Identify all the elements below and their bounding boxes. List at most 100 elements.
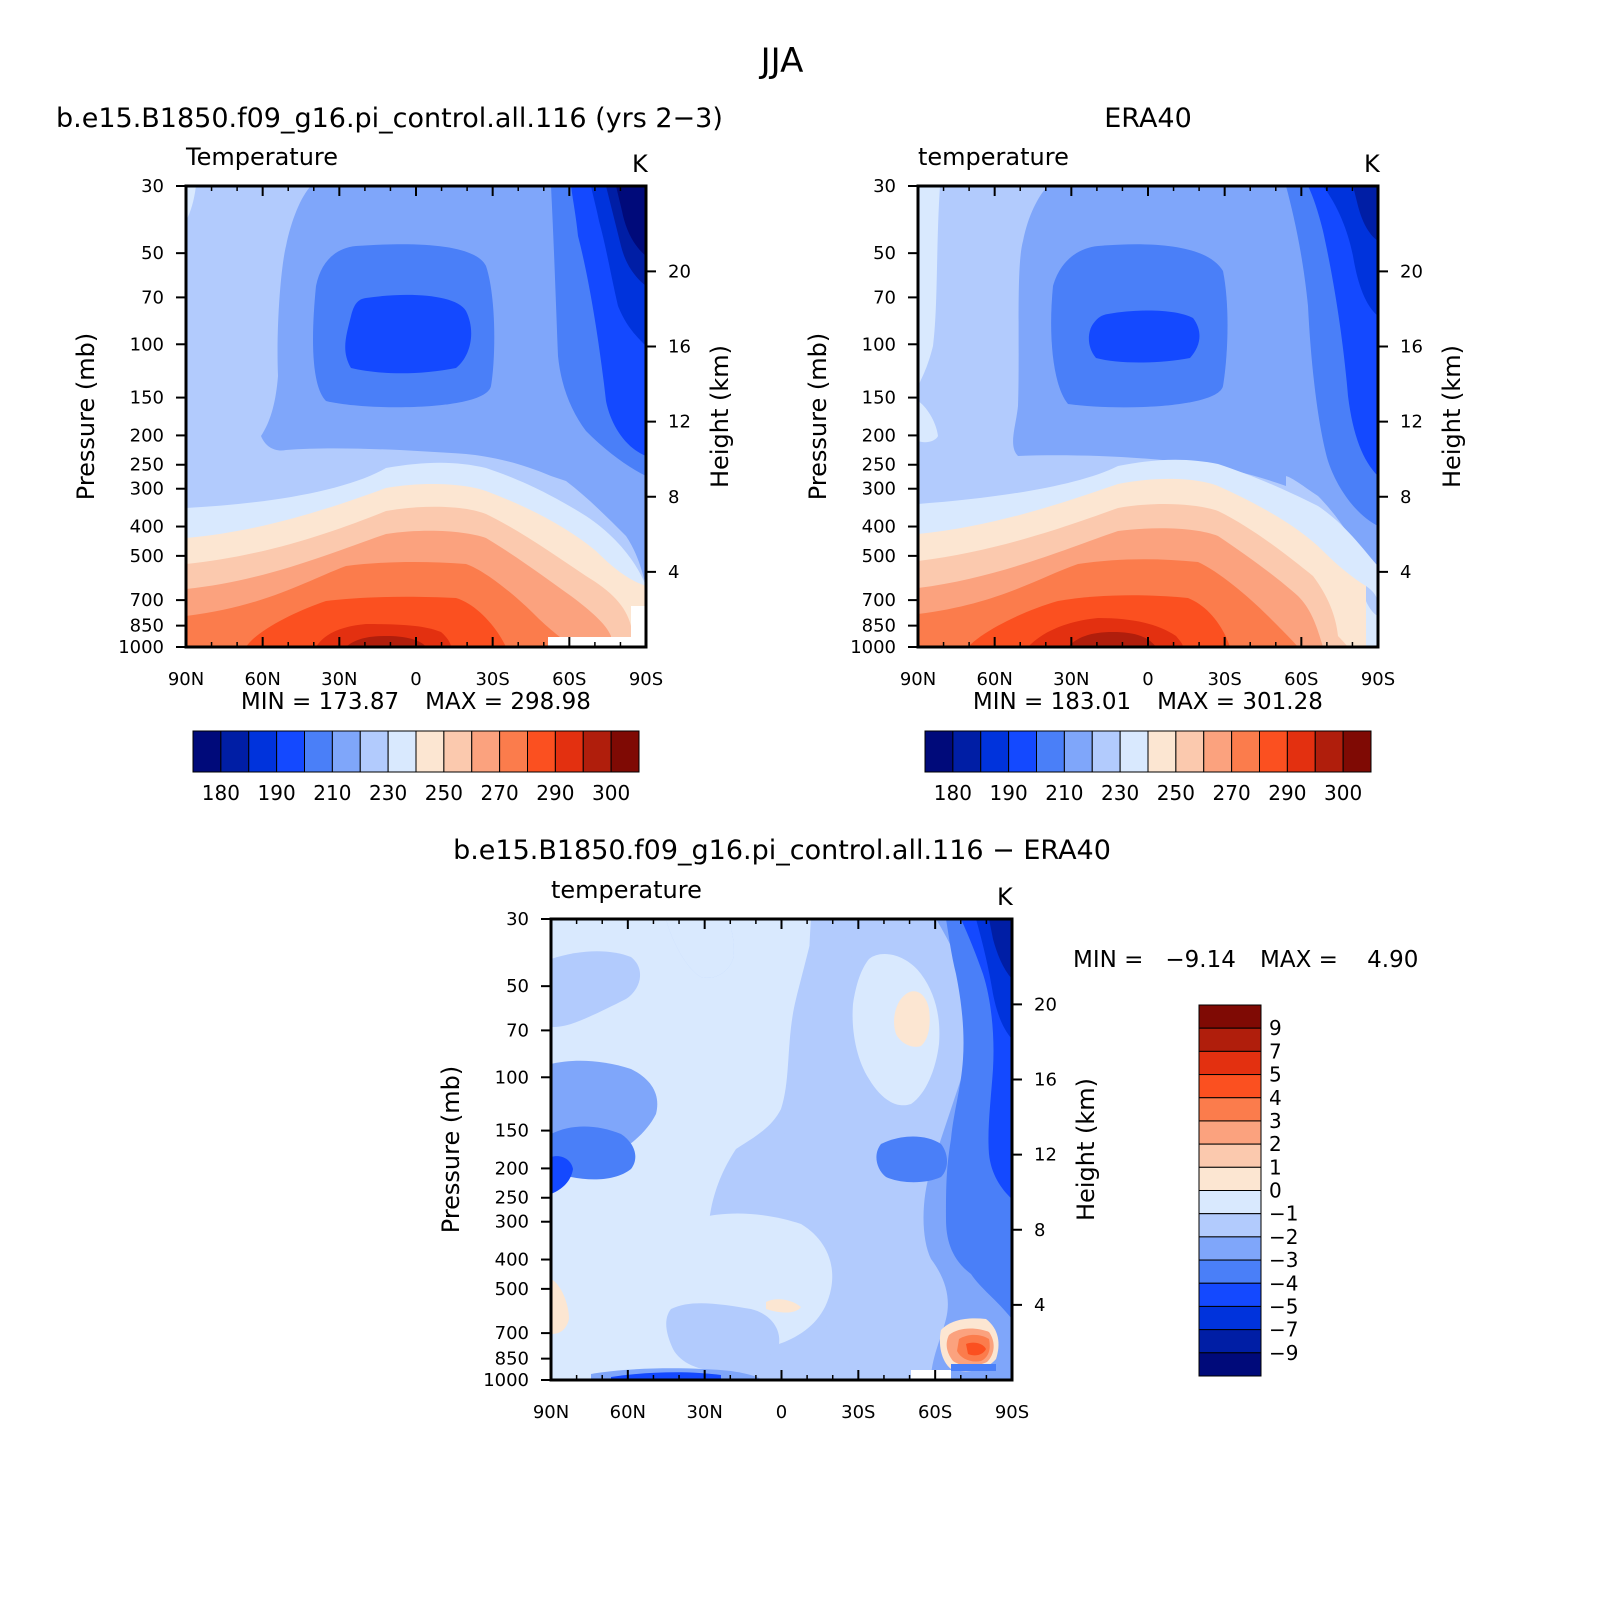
p0-colorbar-swatch	[415, 730, 445, 773]
p0-y-tick-label: 200	[130, 425, 164, 446]
p2-colorbar-swatch	[1198, 1027, 1262, 1052]
p1-colorbar-swatch	[924, 730, 954, 773]
panel-diff-variable: temperature	[551, 876, 702, 904]
p0-colorbar-label: 270	[481, 781, 519, 805]
p2-colorbar-label: −4	[1269, 1271, 1298, 1295]
panel-obs-variable: temperature	[918, 143, 1069, 171]
p2-right-axis-label: Height (km)	[1072, 1078, 1100, 1221]
p0-y-tick-label: 700	[130, 590, 164, 611]
p1-colorbar-label: 250	[1157, 781, 1195, 805]
panel-diff: b.e15.B1850.f09_g16.pi_control.all.116 −…	[437, 835, 1418, 1423]
panel-obs-max: MAX = 301.28	[1157, 689, 1323, 715]
p0-colorbar-swatch	[610, 730, 640, 773]
p2-colorbar-swatch	[1198, 1329, 1262, 1354]
p0-colorbar-swatch	[304, 730, 333, 773]
p2-colorbar-label: 0	[1269, 1179, 1282, 1203]
p2-colorbar-swatch	[1198, 1074, 1262, 1099]
panel-model-axes: 90N 60N 30N 0 30S 60S 90S 30 50 70 100 150 200 250 300…	[72, 176, 734, 690]
p1-y-axis-label: Pressure (mb)	[804, 333, 832, 500]
p2-colorbar-swatch	[1198, 1097, 1262, 1122]
p2-y-axis-label: Pressure (mb)	[437, 1066, 465, 1233]
panel-model-min: MIN = 173.87	[241, 689, 399, 715]
p1-y-tick-label: 100	[862, 334, 896, 355]
p1-right-tick-label: 4	[1400, 562, 1411, 583]
p1-colorbar-swatch	[1036, 730, 1065, 773]
p1-right-tick-label: 12	[1400, 412, 1423, 433]
p0-colorbar-label: 190	[258, 781, 296, 805]
p1-x-tick-label: 60S	[1284, 669, 1318, 690]
p0-y-tick-label: 400	[130, 517, 164, 538]
p2-y-tick-label: 50	[506, 976, 529, 997]
p2-x-tick-label: 60N	[610, 1402, 646, 1423]
p1-right-tick-label: 8	[1400, 487, 1411, 508]
p2-y-tick-label: 700	[495, 1323, 529, 1344]
panel-obs-axes: 90N 60N 30N 0 30S 60S 90S 30 50 70 100 150 200 250 300…	[804, 176, 1466, 690]
p2-x-tick-label: 30N	[686, 1402, 722, 1423]
p2-x-tick-label: 90N	[533, 1402, 569, 1423]
p1-colorbar-swatch	[1063, 730, 1093, 773]
p1-x-tick-label: 30S	[1207, 669, 1241, 690]
p2-colorbar-label: −5	[1269, 1294, 1298, 1318]
p2-y-tick-label: 100	[495, 1067, 529, 1088]
panel-model-title: b.e15.B1850.f09_g16.pi_control.all.116 (…	[56, 103, 723, 134]
p0-right-tick-label: 16	[668, 337, 691, 358]
p0-colorbar-label: 210	[313, 781, 351, 805]
p0-y-tick-label: 100	[130, 334, 164, 355]
p0-colorbar-swatch	[276, 730, 305, 773]
p1-colorbar-swatch	[980, 730, 1010, 773]
p1-colorbar-label: 300	[1324, 781, 1362, 805]
p2-colorbar-swatch	[1198, 1166, 1262, 1191]
p0-x-tick-label: 90S	[629, 669, 663, 690]
p2-colorbar-label: 5	[1269, 1063, 1282, 1087]
p2-colorbar-label: −7	[1269, 1318, 1298, 1342]
p2-x-tick-label: 0	[776, 1402, 787, 1423]
p0-right-tick-label: 8	[668, 487, 679, 508]
p1-y-tick-label: 200	[862, 425, 896, 446]
p1-y-tick-label: 50	[873, 243, 896, 264]
panel-obs-min: MIN = 183.01	[973, 689, 1131, 715]
panel-model-variable: Temperature	[185, 143, 338, 171]
p2-colorbar-label: 7	[1269, 1039, 1282, 1063]
page-title: JJA	[759, 41, 804, 81]
p0-colorbar-swatch	[443, 730, 473, 773]
p2-y-tick-label: 1000	[483, 1370, 529, 1391]
panel-obs-contours	[918, 186, 1378, 647]
p1-colorbar-swatch	[1147, 730, 1177, 773]
p2-colorbar-label: −9	[1269, 1341, 1298, 1365]
p0-colorbar-swatch	[499, 730, 528, 773]
p2-colorbar-label: 9	[1269, 1016, 1282, 1040]
p1-y-tick-label: 250	[862, 455, 896, 476]
p1-x-tick-label: 90S	[1361, 669, 1395, 690]
panel-diff-title: b.e15.B1850.f09_g16.pi_control.all.116 −…	[453, 835, 1111, 866]
panel-diff-max: MAX = 4.90	[1260, 947, 1418, 973]
p2-colorbar-swatch	[1198, 1282, 1262, 1307]
p1-colorbar-swatch	[952, 730, 982, 773]
p1-colorbar-label: 230	[1101, 781, 1139, 805]
p2-colorbar-label: 1	[1269, 1155, 1282, 1179]
panel-obs-units: K	[1364, 150, 1381, 178]
panel-diff-min: MIN = −9.14	[1073, 947, 1236, 973]
p0-colorbar-label: 230	[369, 781, 407, 805]
p1-x-tick-label: 30N	[1053, 669, 1089, 690]
p0-colorbar-swatch	[582, 730, 612, 773]
panel-obs-colorbar: 180 190 210 230 250 270 290 300	[924, 730, 1372, 805]
p1-colorbar-swatch	[1119, 730, 1149, 773]
p0-colorbar-swatch	[220, 730, 250, 773]
panel-model-colorbar: 180 190 210 230 250 270 290 300	[192, 730, 640, 805]
panel-obs-title: ERA40	[1104, 103, 1192, 134]
p0-colorbar-swatch	[387, 730, 417, 773]
p2-y-tick-label: 300	[495, 1212, 529, 1233]
p0-colorbar-swatch	[248, 730, 278, 773]
p0-colorbar-label: 250	[425, 781, 463, 805]
p1-colorbar-swatch	[1203, 730, 1233, 773]
p0-colorbar-swatch	[554, 730, 584, 773]
p1-colorbar-swatch	[1008, 730, 1037, 773]
p2-colorbar-label: 3	[1269, 1109, 1282, 1133]
p2-y-tick-label: 250	[495, 1188, 529, 1209]
p0-colorbar-label: 300	[592, 781, 630, 805]
p1-y-tick-label: 500	[862, 546, 896, 567]
p0-colorbar-swatch	[359, 730, 389, 773]
p2-colorbar-swatch	[1198, 1236, 1262, 1261]
p2-colorbar-swatch	[1198, 1143, 1262, 1168]
